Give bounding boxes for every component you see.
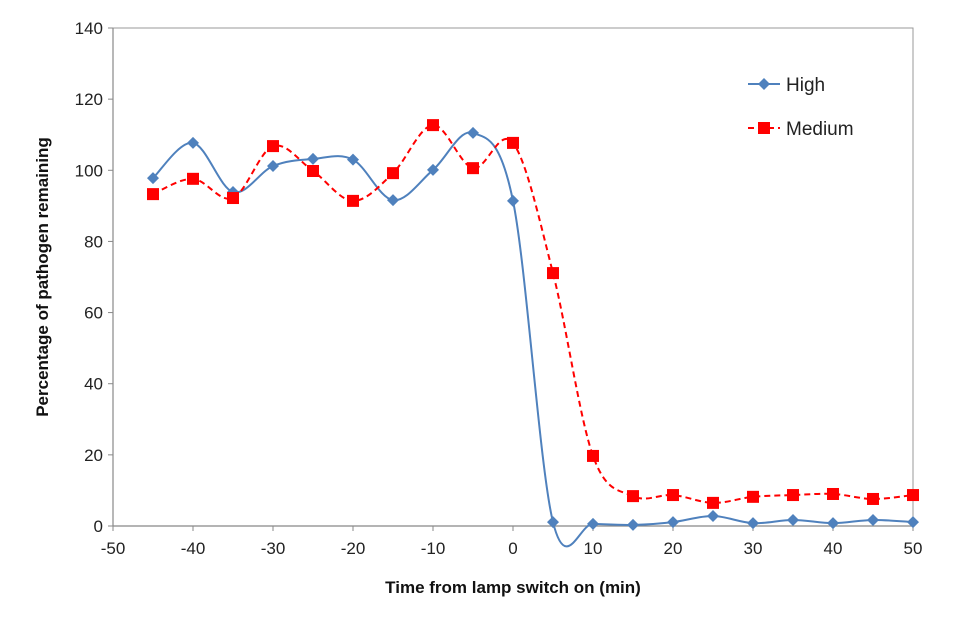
y-tick-label: 140	[75, 19, 103, 38]
data-point	[267, 140, 279, 153]
data-point	[307, 164, 319, 177]
x-axis-label: Time from lamp switch on (min)	[385, 578, 641, 597]
data-point	[227, 192, 239, 205]
data-point	[267, 160, 279, 173]
data-point	[707, 496, 719, 509]
data-point	[387, 194, 399, 207]
data-point	[787, 513, 799, 526]
x-tick-label: -40	[181, 539, 206, 558]
data-point	[467, 162, 479, 175]
data-point	[467, 126, 479, 139]
x-tick-label: -10	[421, 539, 446, 558]
data-point	[507, 136, 519, 149]
x-tick-label: 0	[508, 539, 517, 558]
data-point	[347, 194, 359, 207]
plot-border	[112, 27, 914, 527]
x-tick-label: -50	[101, 539, 126, 558]
data-point	[387, 167, 399, 180]
data-point	[747, 490, 759, 503]
series-line	[152, 124, 914, 504]
y-tick-label: 20	[84, 446, 103, 465]
legend-label: Medium	[786, 119, 854, 140]
y-tick-label: 100	[75, 161, 103, 180]
y-tick-label: 60	[84, 304, 103, 323]
x-tick-label: 10	[584, 539, 603, 558]
data-point	[627, 490, 639, 503]
data-point	[347, 153, 359, 166]
series-high	[147, 126, 919, 548]
data-point	[667, 516, 679, 529]
data-point	[747, 517, 759, 530]
data-point	[867, 492, 879, 505]
series-line	[152, 131, 914, 548]
x-tick-label: 20	[664, 539, 683, 558]
data-point	[907, 516, 919, 529]
data-point	[827, 487, 839, 500]
legend-label: High	[786, 75, 825, 96]
y-axis-label: Percentage of pathogen remaining	[33, 137, 52, 417]
data-point	[427, 119, 439, 132]
y-tick-label: 40	[84, 375, 103, 394]
data-point	[507, 194, 519, 207]
series-medium	[147, 119, 919, 509]
data-point	[867, 513, 879, 526]
data-point	[187, 136, 199, 149]
data-point	[667, 489, 679, 502]
y-tick-label: 80	[84, 232, 103, 251]
data-point	[147, 172, 159, 185]
data-point	[547, 267, 559, 280]
data-point	[827, 517, 839, 530]
x-tick-label: 30	[744, 539, 763, 558]
legend-marker	[758, 78, 770, 90]
x-tick-label: -20	[341, 539, 366, 558]
legend: High Medium	[748, 75, 854, 140]
y-tick-label: 120	[75, 90, 103, 109]
legend-marker	[758, 122, 770, 134]
data-point	[627, 518, 639, 531]
data-point	[707, 510, 719, 523]
data-point	[547, 516, 559, 529]
x-tick-label: 40	[824, 539, 843, 558]
data-point	[587, 449, 599, 462]
data-point	[907, 489, 919, 502]
data-point	[587, 517, 599, 530]
data-point	[427, 163, 439, 176]
data-point	[147, 188, 159, 201]
data-point	[187, 172, 199, 185]
data-point	[307, 152, 319, 165]
data-point	[787, 489, 799, 502]
x-tick-label: 50	[904, 539, 923, 558]
x-tick-label: -30	[261, 539, 286, 558]
y-tick-label: 0	[94, 517, 103, 536]
